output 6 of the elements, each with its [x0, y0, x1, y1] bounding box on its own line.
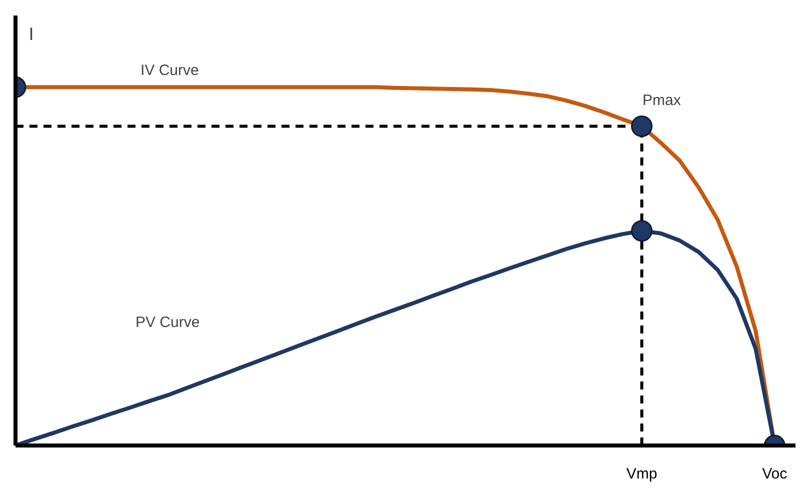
text: IV Curve [140, 62, 199, 79]
annotation: Pmax [642, 92, 682, 109]
x-tick-label: Voc [762, 466, 788, 482]
x-tick-label: Vmp [626, 466, 658, 482]
annotation: PV Curve [136, 314, 200, 331]
y-axis-title: I [28, 24, 34, 44]
